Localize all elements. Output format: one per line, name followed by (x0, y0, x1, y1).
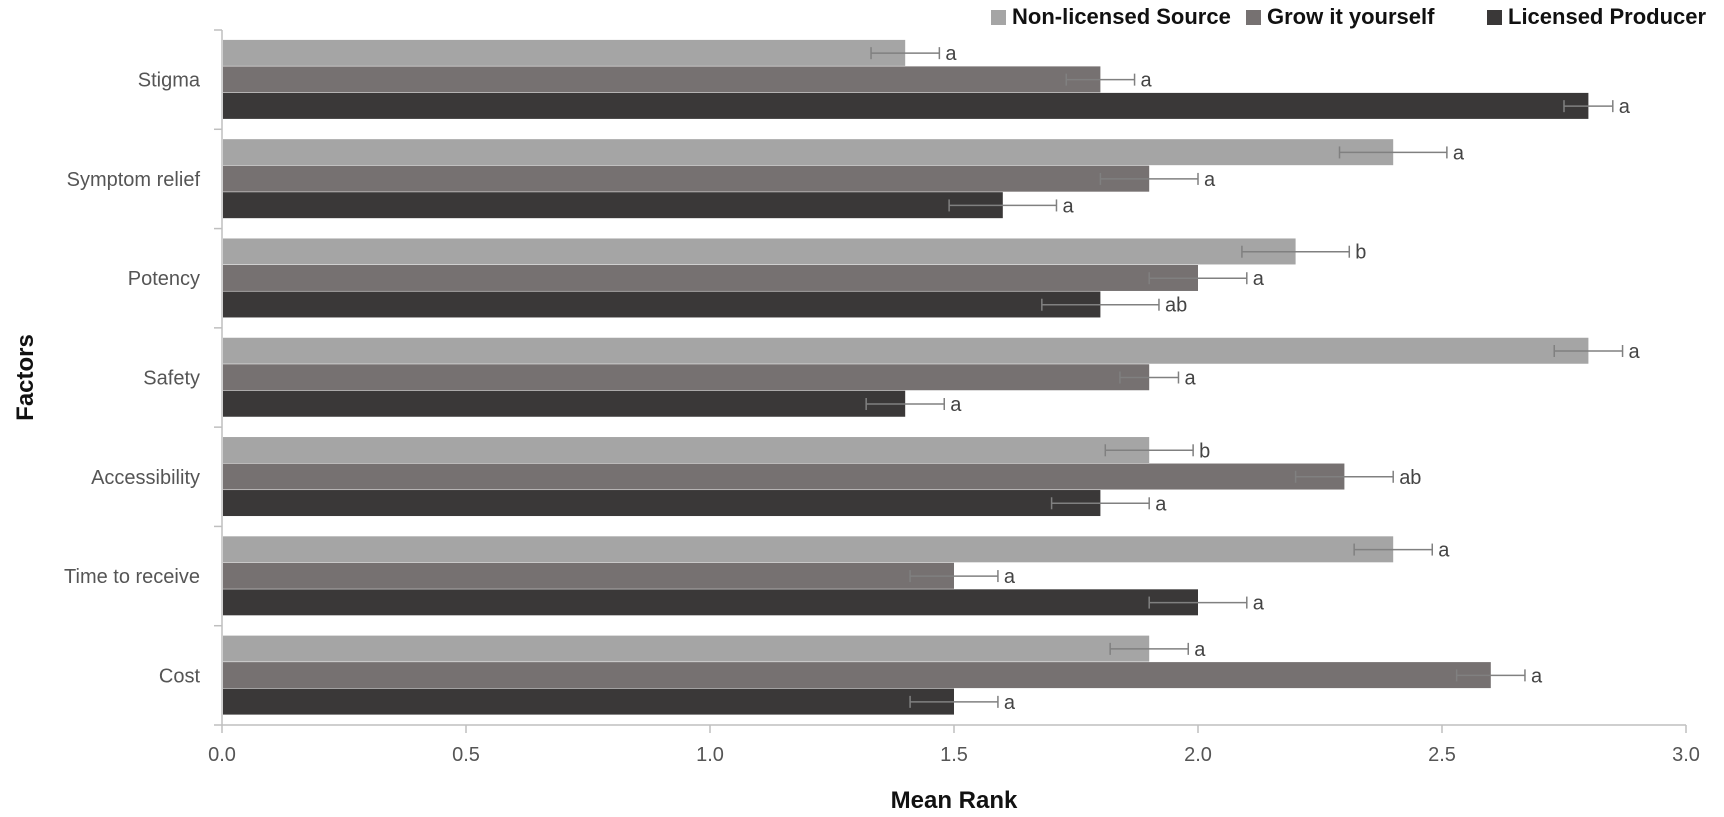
bar (223, 463, 1345, 490)
error-bars (865, 47, 1624, 708)
x-axis-title: Mean Rank (891, 787, 1018, 814)
bar (223, 437, 1150, 464)
legend-label: Licensed Producer (1508, 4, 1707, 29)
significance-label: a (1253, 268, 1265, 290)
category-label: Safety (143, 368, 200, 390)
significance-label: a (1004, 566, 1016, 588)
x-tick-label: 2.5 (1428, 744, 1456, 766)
bar (223, 536, 1394, 563)
significance-label: a (1253, 593, 1265, 615)
legend-swatch (1487, 10, 1502, 25)
bar (223, 662, 1491, 689)
bar (223, 291, 1101, 318)
category-label: Time to receive (64, 566, 200, 588)
significance-label: ab (1165, 295, 1187, 317)
significance-label: a (1204, 169, 1216, 191)
legend-swatch (1246, 10, 1261, 25)
x-tick-label: 3.0 (1672, 744, 1700, 766)
legend: Non-licensed Source Grow it yourself Licen… (991, 4, 1707, 29)
bar (223, 562, 954, 589)
category-label: Potency (128, 268, 200, 290)
significance-label: a (1453, 142, 1465, 164)
bar (223, 66, 1101, 93)
x-tick-label: 1.5 (940, 744, 968, 766)
x-tick-label: 0.5 (452, 744, 480, 766)
significance-label: a (1438, 540, 1450, 562)
significance-label: a (1155, 493, 1167, 515)
legend-item: Non-licensed Source (991, 4, 1231, 29)
significance-label: a (1141, 70, 1153, 92)
bar (223, 92, 1589, 119)
significance-label: a (1531, 665, 1543, 687)
significance-label: a (1619, 96, 1631, 118)
y-axis-title: Factors (12, 334, 39, 421)
significance-label: a (945, 43, 957, 65)
legend-label: Non-licensed Source (1012, 4, 1231, 29)
category-label: Stigma (138, 70, 201, 92)
bar (223, 139, 1394, 166)
significance-label: a (1629, 341, 1641, 363)
category-label: Accessibility (91, 467, 200, 489)
significance-label: a (1062, 195, 1074, 217)
bar (223, 635, 1150, 662)
significance-label: b (1199, 440, 1210, 462)
x-tick-label: 2.0 (1184, 744, 1212, 766)
bar (223, 192, 1003, 219)
legend-swatch (991, 10, 1006, 25)
bar (223, 364, 1150, 391)
bar (223, 238, 1296, 265)
bars (223, 39, 1589, 715)
legend-label: Grow it yourself (1267, 4, 1435, 29)
significance-label: ab (1399, 467, 1421, 489)
significance-label: a (1004, 692, 1016, 714)
category-label: Symptom relief (67, 169, 201, 191)
legend-item: Grow it yourself (1246, 4, 1435, 29)
x-tick-label: 1.0 (696, 744, 724, 766)
significance-label: a (950, 394, 962, 416)
x-tick-label: 0.0 (208, 744, 236, 766)
bar (223, 165, 1150, 192)
significance-label: b (1355, 242, 1366, 264)
legend-item: Licensed Producer (1487, 4, 1707, 29)
x-tick-labels: 0.0 0.5 1.0 1.5 2.0 2.5 3.0 (208, 744, 1700, 766)
bar (223, 688, 954, 715)
category-labels: Stigma Symptom relief Potency Safety Accessi… (64, 70, 201, 688)
bar (223, 337, 1589, 364)
bar (223, 264, 1198, 291)
bar (223, 390, 906, 417)
axes (214, 29, 1687, 733)
significance-label: a (1184, 368, 1196, 390)
bar (223, 39, 906, 66)
category-label: Cost (159, 665, 201, 687)
bar (223, 589, 1198, 616)
significance-label: a (1194, 639, 1206, 661)
bar (223, 490, 1101, 517)
